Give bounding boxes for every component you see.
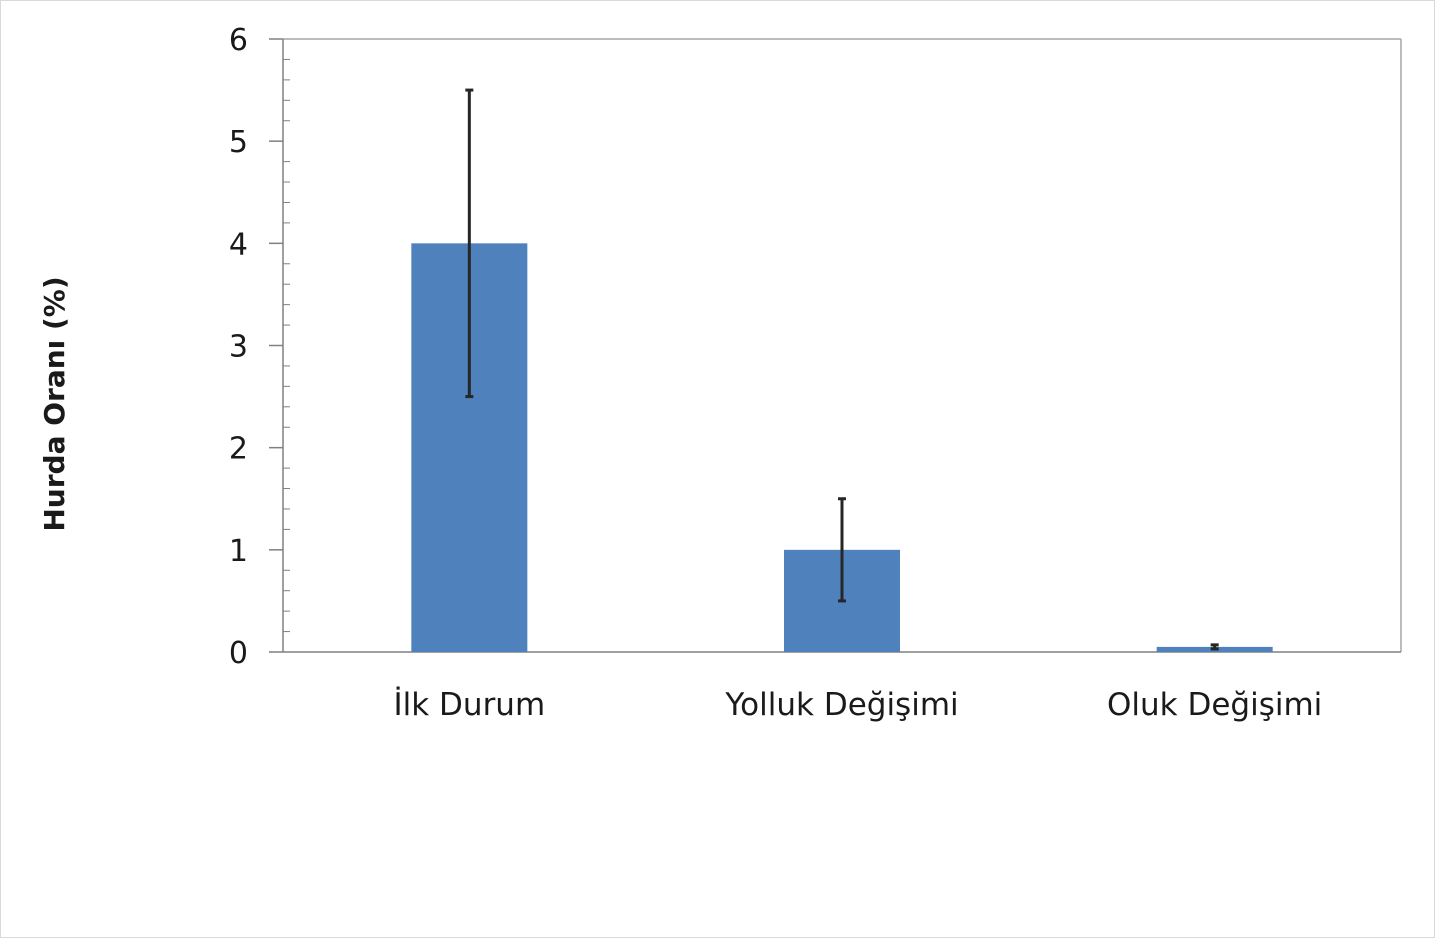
y-tick-labels: 0 1 2 3 4 5 6 — [229, 23, 248, 671]
x-category-label: İlk Durum — [393, 687, 545, 723]
x-category-labels: İlk Durum Yolluk Değişimi Oluk Değişimi — [393, 687, 1322, 723]
y-tick-label: 4 — [229, 227, 248, 262]
y-minor-ticks — [283, 59, 290, 631]
y-tick-label: 5 — [229, 125, 248, 160]
y-major-ticks — [269, 39, 283, 652]
y-tick-label: 2 — [229, 432, 248, 467]
y-axis-label: Hurda Oranı (%) — [38, 276, 71, 531]
y-tick-label: 1 — [229, 534, 248, 569]
error-bars — [465, 90, 1218, 649]
x-category-label: Yolluk Değişimi — [724, 687, 958, 723]
y-tick-label: 0 — [229, 636, 248, 671]
y-tick-label: 3 — [229, 330, 248, 365]
y-tick-label: 6 — [229, 23, 248, 58]
x-category-label: Oluk Değişimi — [1107, 687, 1322, 723]
